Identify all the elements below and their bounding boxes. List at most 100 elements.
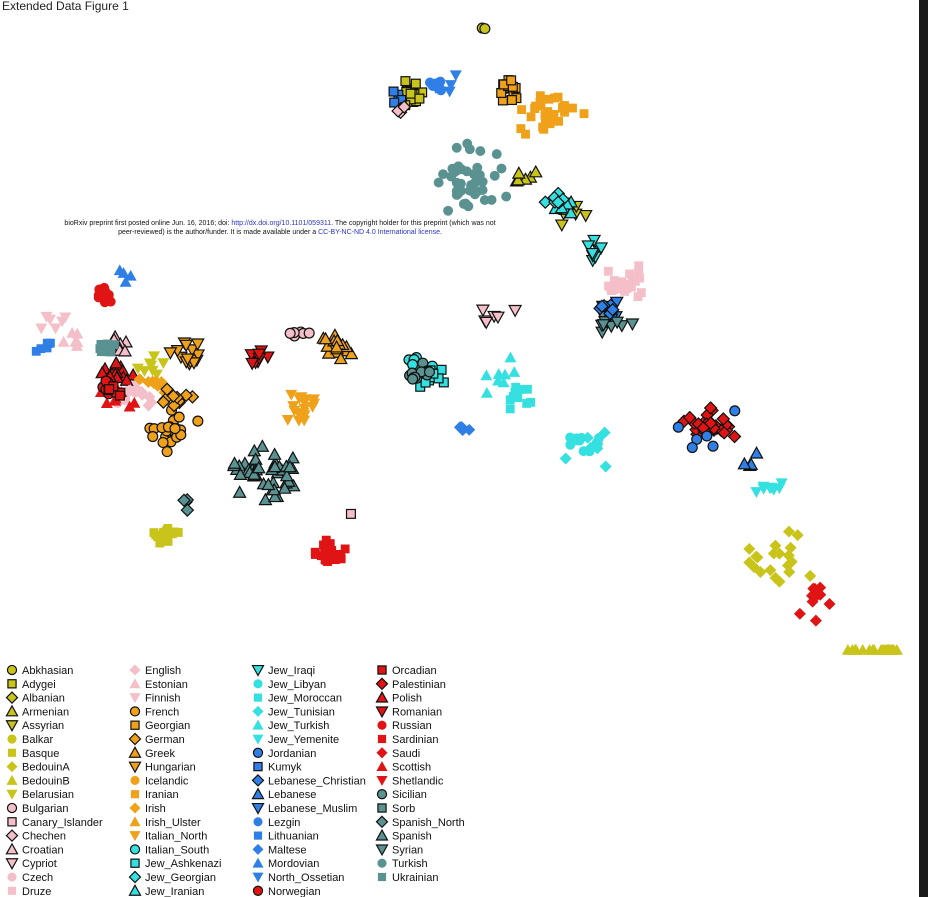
legend-marker-lebanese	[251, 787, 265, 800]
point-ukrainian	[106, 347, 116, 357]
legend-label-iranian: Iranian	[145, 789, 179, 801]
legend-entry-estonian: Estonian	[129, 678, 188, 691]
legend-entry-jew-georgian: Jew_Georgian	[128, 870, 216, 884]
legend-label-jordanian: Jordanian	[268, 748, 316, 760]
point-syrian	[610, 316, 625, 330]
legend-entry-basque: Basque	[7, 748, 59, 760]
point-basque	[155, 538, 165, 548]
legend-label-jew-ashkenazi: Jew_Ashkenazi	[145, 858, 221, 870]
point-greek	[333, 351, 348, 365]
point-armenian	[511, 166, 526, 179]
point-italian-north	[293, 393, 306, 405]
point-cypriot	[479, 316, 494, 330]
legend-label-bedouina: BedouinA	[22, 762, 70, 774]
point-french	[157, 436, 169, 449]
legend-entry-assyrian: Assyrian	[5, 720, 64, 732]
point-ukrainian	[96, 339, 106, 349]
point-sardinian	[310, 550, 320, 559]
legend-marker-maltese	[252, 843, 264, 855]
point-turkish	[463, 201, 474, 212]
point-palestinian	[716, 412, 731, 426]
legend-label-lebanese: Lebanese	[268, 789, 316, 801]
point-cypriot	[475, 304, 490, 318]
point-sicilian	[423, 366, 436, 378]
point-italian-north	[308, 394, 320, 406]
point-jew-turkish	[480, 386, 493, 398]
point-finnish	[49, 323, 62, 335]
point-spanish	[232, 485, 247, 498]
point-north-ossetian	[444, 80, 457, 91]
point-estonian	[71, 327, 84, 339]
point-druze	[636, 288, 646, 298]
point-bedouinb	[849, 644, 862, 655]
legend-marker-ukrainian	[377, 872, 387, 882]
legend-entry-russian: Russian	[377, 720, 432, 732]
point-iranian	[526, 112, 536, 122]
legend-marker-czech	[7, 872, 17, 882]
legend-marker-lebanese-christian	[251, 774, 265, 787]
legend-entry-lezgin: Lezgin	[253, 817, 300, 829]
point-jordanian	[701, 430, 713, 442]
license-link[interactable]: CC-BY-NC-ND 4.0 International license	[318, 229, 440, 236]
legend-entry-lebanese: Lebanese	[251, 787, 316, 801]
legend-marker-jew-tunisian	[252, 705, 264, 717]
legend-entry-spanish: Spanish	[375, 828, 432, 843]
legend-entry-sorb: Sorb	[377, 803, 415, 815]
legend-entry-irish: Irish	[129, 802, 166, 815]
point-lithuanian	[31, 346, 41, 356]
legend-entry-canary-islander: Canary_Islander	[7, 817, 103, 829]
point-italian-north	[306, 401, 319, 413]
point-armenian	[528, 164, 543, 178]
point-german	[156, 395, 171, 409]
point-spanish	[227, 456, 242, 469]
point-hungarian	[186, 357, 201, 370]
doi-link[interactable]: http://dx.doi.org/10.1101/059311	[231, 220, 332, 227]
legend-marker-cypriot	[5, 858, 19, 870]
point-jordanian	[686, 441, 698, 454]
legend-label-czech: Czech	[22, 872, 53, 884]
legend-marker-saudi	[376, 747, 388, 759]
legend-entry-bedouina: BedouinA	[6, 761, 70, 774]
point-orcadian	[104, 384, 115, 395]
point-iranian	[535, 97, 545, 107]
legend-label-armenian: Armenian	[22, 706, 69, 718]
legend-marker-mordovian	[252, 857, 264, 868]
legend-label-sorb: Sorb	[392, 803, 415, 815]
legend-label-spanish: Spanish	[392, 831, 432, 843]
legend-entry-maltese: Maltese	[252, 843, 307, 856]
legend-label-jew-libyan: Jew_Libyan	[268, 679, 326, 691]
point-mordovian	[119, 276, 132, 287]
point-palestinian	[682, 410, 697, 425]
legend-entry-spanish-north: Spanish_North	[375, 815, 465, 829]
point-spanish-north	[177, 493, 191, 508]
point-jew-moroccan	[513, 393, 523, 403]
point-turkish	[451, 142, 462, 153]
point-croatian	[117, 343, 132, 357]
legend-marker-north-ossetian	[252, 872, 264, 883]
preprint-line1-suffix: . The copyright holder for this preprint…	[331, 220, 496, 227]
point-north-ossetian	[449, 70, 462, 82]
legend-entry-jew-libyan: Jew_Libyan	[253, 679, 326, 691]
point-druze	[626, 282, 636, 292]
point-english	[142, 399, 155, 412]
point-spanish	[267, 459, 282, 473]
legend-marker-english	[129, 664, 141, 676]
point-ukrainian	[109, 340, 119, 350]
legend-marker-sardinian	[377, 734, 387, 744]
point-spanish	[285, 450, 300, 464]
preprint-line2-suffix: .	[439, 229, 442, 236]
point-french	[173, 411, 185, 423]
point-italian-north	[298, 415, 311, 427]
legend-entry-balkar: Balkar	[7, 734, 54, 746]
point-sicilian	[407, 373, 419, 385]
legend-marker-lebanese-muslim	[251, 802, 265, 815]
legend-label-finnish: Finnish	[145, 693, 180, 705]
point-turkish	[489, 170, 500, 181]
point-iranian	[548, 112, 558, 122]
point-sardinian	[325, 550, 335, 560]
legend-marker-jew-iraqi	[251, 664, 265, 677]
point-turkish	[466, 180, 477, 191]
legend-marker-turkish	[377, 858, 387, 868]
legend-entry-palestinian: Palestinian	[375, 677, 446, 691]
point-iranian	[568, 103, 577, 113]
